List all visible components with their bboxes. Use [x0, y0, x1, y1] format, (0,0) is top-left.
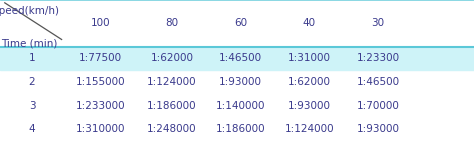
Text: 1:155000: 1:155000: [76, 77, 126, 87]
Text: 1:70000: 1:70000: [356, 101, 400, 111]
Text: 1:233000: 1:233000: [76, 101, 126, 111]
Text: 1:93000: 1:93000: [288, 101, 331, 111]
Text: 1:93000: 1:93000: [356, 124, 400, 134]
Text: 1:124000: 1:124000: [284, 124, 334, 134]
Text: 1:248000: 1:248000: [147, 124, 197, 134]
Text: 100: 100: [91, 18, 110, 28]
Text: 3: 3: [29, 101, 35, 111]
Text: 1:62000: 1:62000: [288, 77, 331, 87]
Text: 1:93000: 1:93000: [219, 77, 262, 87]
Text: 1:46500: 1:46500: [356, 77, 400, 87]
Text: 40: 40: [303, 18, 316, 28]
Text: 80: 80: [165, 18, 178, 28]
Text: 1:186000: 1:186000: [147, 101, 197, 111]
Text: Speed(km/h): Speed(km/h): [0, 6, 59, 16]
Text: 4: 4: [29, 124, 35, 134]
Text: 2: 2: [29, 77, 35, 87]
Text: 1:310000: 1:310000: [76, 124, 126, 134]
Text: 1:186000: 1:186000: [216, 124, 265, 134]
Text: 1:77500: 1:77500: [79, 53, 122, 63]
Text: 1:124000: 1:124000: [147, 77, 197, 87]
Text: 1:23300: 1:23300: [356, 53, 400, 63]
Text: 30: 30: [372, 18, 384, 28]
Text: 1:31000: 1:31000: [288, 53, 331, 63]
Text: 60: 60: [234, 18, 247, 28]
Text: 1:62000: 1:62000: [150, 53, 193, 63]
Text: 1:46500: 1:46500: [219, 53, 262, 63]
Text: 1:140000: 1:140000: [216, 101, 265, 111]
Text: 1: 1: [29, 53, 35, 63]
Text: Time (min): Time (min): [1, 38, 57, 48]
